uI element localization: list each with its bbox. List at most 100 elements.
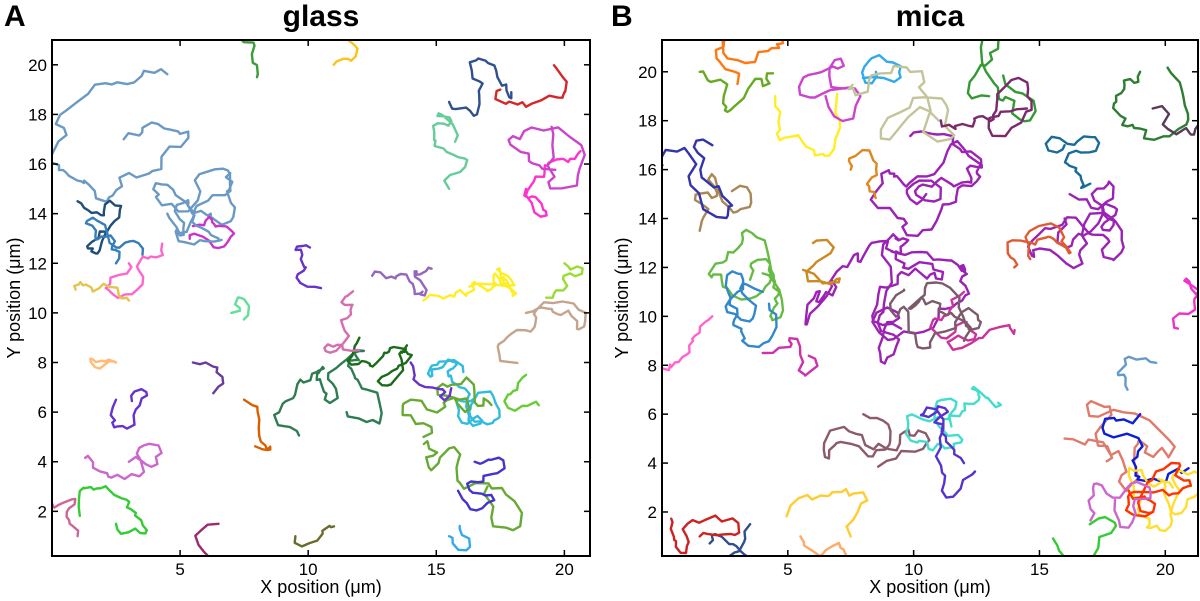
trajectory-4 (929, 290, 1016, 351)
y-tick-label: 2 (648, 503, 657, 522)
y-axis-ticks: 2 4 6 8 10 12 14 16 18 20 (638, 63, 1198, 522)
panel-letter: A (4, 0, 26, 33)
x-tick-label: 15 (427, 560, 446, 579)
y-tick-label: 14 (28, 205, 47, 224)
trajectory-12 (1124, 461, 1193, 518)
trajectory-36 (545, 262, 584, 299)
trajectory-14 (242, 398, 272, 452)
trajectory-1 (52, 67, 190, 204)
trajectory-31 (939, 76, 1033, 138)
y-tick-label: 20 (28, 56, 47, 75)
trajectory-15 (191, 361, 225, 395)
trajectory-40 (230, 296, 251, 321)
trajectory-13 (52, 497, 80, 538)
trajectory-4 (84, 216, 145, 265)
trajectory-34 (293, 524, 336, 548)
panel-mica: B mica 5 10 15 20 2 4 6 8 10 12 14 16 18 20 X positi… (611, 0, 1199, 597)
tracks-group (662, 40, 1198, 556)
x-axis-ticks: 5 10 15 20 (175, 40, 574, 579)
trajectory-11 (83, 442, 163, 481)
trajectory-22 (693, 172, 753, 232)
trajectory-33 (1111, 66, 1190, 142)
trajectory-15 (708, 523, 752, 556)
x-axis-ticks: 5 10 15 20 (783, 40, 1175, 579)
trajectory-27 (797, 57, 862, 123)
y-axis-label: Y position (μm) (4, 237, 24, 358)
trajectory-8 (72, 280, 131, 302)
y-tick-label: 6 (38, 403, 47, 422)
y-tick-label: 2 (38, 502, 47, 521)
x-axis-label: X position (μm) (260, 577, 381, 597)
trajectory-25 (714, 40, 785, 86)
y-tick-label: 16 (638, 161, 657, 180)
y-tick-label: 12 (28, 254, 47, 273)
chart-title: glass (283, 0, 360, 33)
y-tick-label: 14 (638, 210, 657, 229)
y-tick-label: 10 (28, 304, 47, 323)
trajectory-31 (494, 64, 568, 109)
trajectory-37 (1171, 277, 1198, 330)
y-tick-label: 10 (638, 307, 657, 326)
trajectory-39 (761, 337, 819, 377)
plot-frame (661, 39, 1199, 557)
x-tick-label: 15 (1030, 560, 1049, 579)
y-axis-label: Y position (μm) (612, 237, 632, 358)
trajectory-18 (785, 487, 869, 538)
trajectory-13 (1087, 480, 1152, 529)
x-tick-label: 20 (555, 560, 574, 579)
trajectory-8 (919, 405, 977, 499)
trajectory-5 (104, 242, 165, 300)
trajectory-34 (1151, 104, 1198, 136)
y-tick-label: 18 (28, 105, 47, 124)
trajectory-26 (496, 300, 587, 365)
trajectory-24 (698, 70, 775, 114)
trajectory-29 (847, 64, 956, 143)
y-tick-label: 18 (638, 112, 657, 131)
trajectory-6 (822, 413, 931, 468)
trajectory-28 (860, 53, 902, 85)
trajectory-21 (662, 315, 714, 372)
trajectory-27 (523, 149, 582, 218)
trajectory-11 (1127, 466, 1198, 533)
trajectory-17 (371, 266, 433, 297)
trajectory-5 (889, 281, 982, 350)
trajectory-1 (804, 233, 971, 365)
trajectory-23 (662, 138, 734, 220)
x-tick-label: 5 (783, 560, 792, 579)
trajectory-40 (801, 238, 841, 286)
trajectory-25 (456, 456, 506, 512)
panel-glass: A glass 5 10 15 20 2 4 6 8 10 12 14 16 18 20 X posit… (4, 0, 591, 597)
trajectory-24 (422, 440, 524, 532)
trajectory-23 (401, 376, 493, 439)
x-axis-label: X position (μm) (869, 577, 990, 597)
trajectory-7 (904, 385, 1003, 452)
trajectory-32 (241, 40, 259, 79)
trajectory-2 (152, 167, 237, 235)
trajectory-20 (323, 290, 361, 354)
trajectory-38 (503, 373, 540, 412)
plot-frame (51, 39, 591, 557)
y-tick-label: 8 (38, 354, 47, 373)
tracks-group (52, 40, 587, 556)
trajectory-30 (966, 40, 1037, 123)
chart-title: mica (896, 0, 965, 33)
trajectory-39 (447, 524, 472, 552)
trajectory-9 (109, 388, 149, 430)
trajectory-16 (294, 244, 323, 290)
trajectory-37 (409, 361, 453, 402)
y-tick-label: 4 (38, 453, 47, 472)
trajectory-26 (774, 92, 842, 158)
trajectory-7 (173, 198, 223, 246)
trajectory-32 (1044, 135, 1101, 190)
trajectory-28 (432, 112, 469, 191)
trajectory-2 (869, 130, 983, 238)
y-axis-ticks: 2 4 6 8 10 12 14 16 18 20 (28, 56, 590, 521)
trajectory-21 (422, 267, 518, 302)
trajectory-36 (847, 148, 878, 200)
y-tick-label: 12 (638, 258, 657, 277)
trajectory-12 (77, 485, 149, 535)
trajectory-9 (1063, 399, 1176, 493)
trajectory-3 (1026, 180, 1125, 270)
y-tick-label: 8 (648, 356, 657, 375)
